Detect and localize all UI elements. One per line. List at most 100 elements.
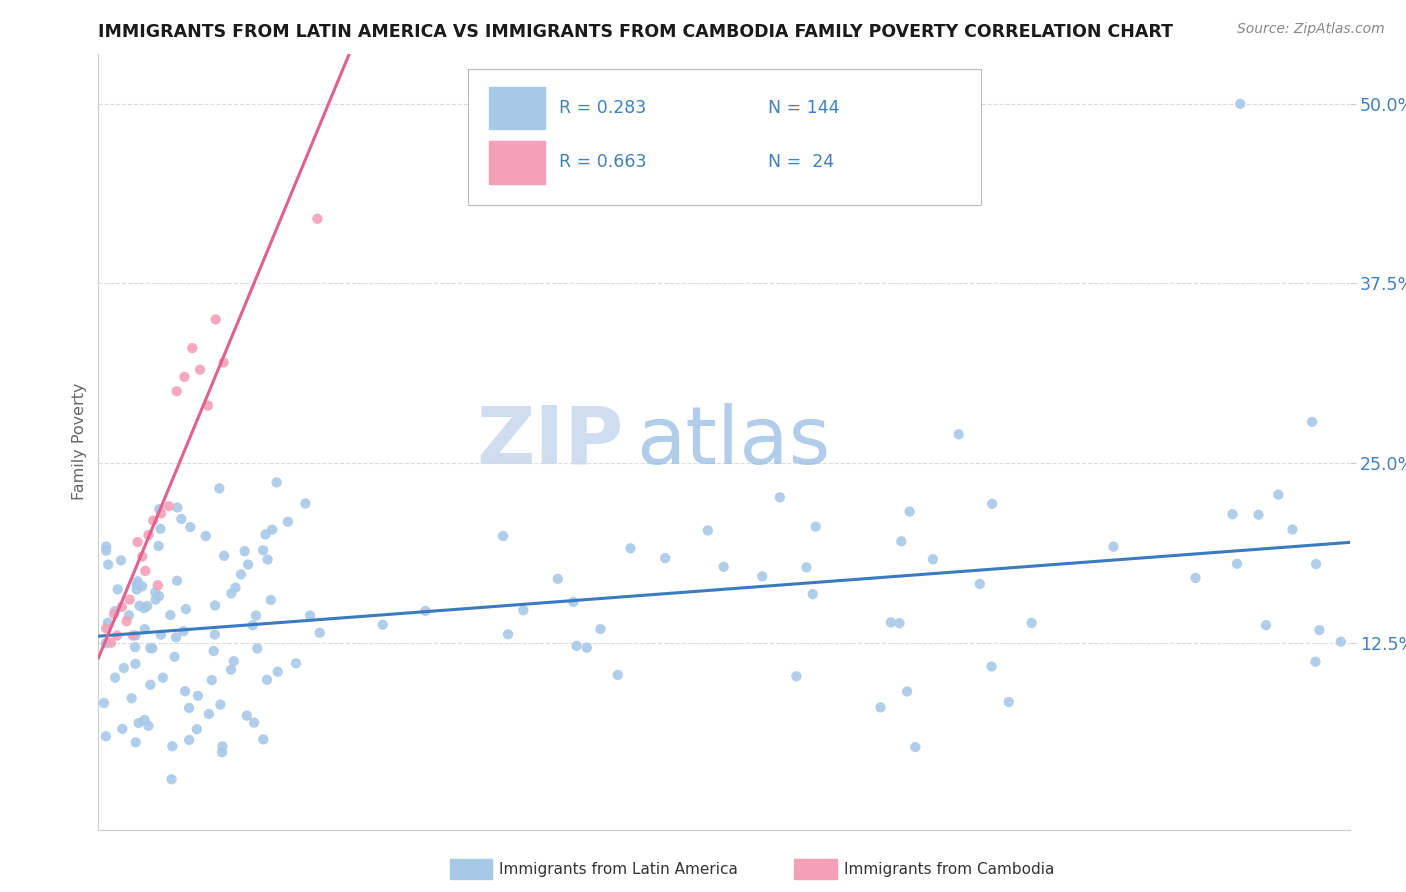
Point [252,543,274,558]
Point [890,534,912,549]
Point [124,735,146,749]
Point [125,578,148,592]
Point [124,640,146,654]
Point [981,497,1004,511]
Point [174,684,197,698]
Point [307,211,329,226]
Text: R = 0.663: R = 0.663 [560,153,647,171]
Point [104,604,127,618]
Point [124,628,146,642]
Point [256,673,278,687]
Point [121,628,143,642]
Point [181,341,204,355]
Point [138,528,160,542]
Point [152,671,174,685]
Point [104,671,127,685]
Point [589,622,612,636]
Point [103,607,125,621]
Point [308,625,330,640]
Point [869,700,891,714]
Point [256,552,278,566]
Point [236,558,259,572]
Text: Source: ZipAtlas.com: Source: ZipAtlas.com [1237,22,1385,37]
Point [713,559,735,574]
Bar [489,87,546,129]
Point [93,696,115,710]
Point [165,630,187,644]
Point [547,572,569,586]
Point [134,564,156,578]
Point [204,312,226,326]
Point [124,657,146,671]
Point [115,614,138,628]
Point [222,654,245,668]
Point [148,539,170,553]
Point [145,592,167,607]
Point [880,615,903,630]
Point [202,644,225,658]
Text: N = 144: N = 144 [768,99,839,117]
Point [139,641,162,656]
Point [254,527,277,541]
Point [997,695,1019,709]
Point [112,661,135,675]
Point [105,628,128,642]
Text: Immigrants from Latin America: Immigrants from Latin America [499,863,738,877]
Point [204,627,226,641]
Point [889,616,911,631]
Point [415,604,437,618]
Point [138,719,160,733]
Point [170,512,193,526]
Point [118,608,141,623]
Point [131,579,153,593]
Point [492,529,515,543]
Point [94,543,117,558]
Bar [489,141,546,184]
Point [148,502,170,516]
Point [1184,571,1206,585]
Point [252,732,274,747]
Point [134,713,156,727]
Point [796,560,818,574]
Point [148,589,170,603]
FancyBboxPatch shape [468,69,980,205]
Point [166,500,188,515]
Point [267,665,290,679]
Point [198,706,221,721]
Point [94,636,117,650]
Point [896,684,918,698]
Point [1254,618,1277,632]
Point [212,549,235,563]
Point [260,593,283,607]
Point [201,673,224,687]
Point [1281,523,1303,537]
Text: atlas: atlas [637,402,831,481]
Point [242,618,264,632]
Point [100,636,122,650]
Point [1021,615,1043,630]
Point [197,399,219,413]
Point [141,641,163,656]
Point [208,482,231,496]
Text: ZIP: ZIP [477,402,624,481]
Point [179,733,201,747]
Point [243,715,266,730]
Point [159,608,181,623]
Point [94,729,117,743]
Point [898,504,921,518]
Point [131,549,153,564]
Point [212,355,235,369]
Text: Immigrants from Cambodia: Immigrants from Cambodia [844,863,1054,877]
Point [904,739,927,754]
Text: R = 0.283: R = 0.283 [560,99,647,117]
Point [1301,415,1323,429]
Point [512,603,534,617]
Point [606,668,628,682]
Point [219,663,242,677]
Point [96,621,118,635]
Point [1305,557,1327,571]
Point [277,515,299,529]
Point [97,615,120,630]
Point [128,599,150,613]
Point [128,716,150,731]
